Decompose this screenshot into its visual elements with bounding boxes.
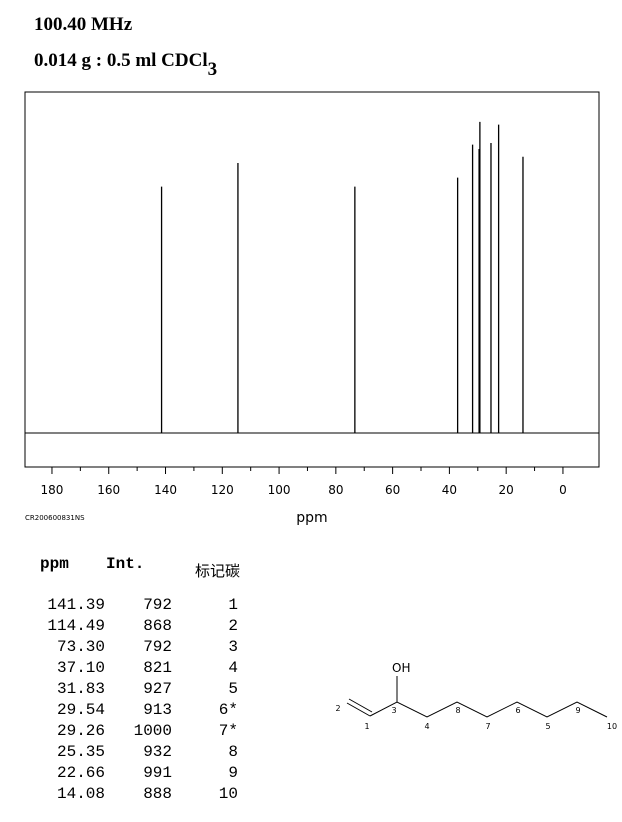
bond	[348, 698, 373, 713]
table-cell: 73.30	[57, 638, 105, 656]
column-header: 标记碳	[195, 562, 240, 580]
x-tick-label: 160	[97, 483, 120, 497]
table-cell: 31.83	[57, 680, 105, 698]
table-cell: 991	[143, 764, 172, 782]
chain	[369, 701, 608, 718]
oh-label: OH	[392, 661, 410, 675]
atom-label: 5	[545, 722, 550, 731]
x-tick-label: 20	[499, 483, 514, 497]
table-cell: 4	[228, 659, 238, 677]
x-axis-label: ppm	[296, 510, 327, 526]
table-cell: 927	[143, 680, 172, 698]
spectrum-code: CR200600831NS	[25, 514, 85, 522]
atom-label: 8	[455, 706, 460, 715]
table-cell: 1	[228, 596, 238, 614]
table-cell: 114.49	[47, 617, 105, 635]
table-cell: 1000	[134, 722, 172, 740]
atom-label: 6	[515, 706, 520, 715]
table-cell: 888	[143, 785, 172, 803]
table-cell: 37.10	[57, 659, 105, 677]
table-cell: 932	[143, 743, 172, 761]
atom-label: 10	[607, 722, 617, 731]
x-tick-label: 60	[385, 483, 400, 497]
sample: 0.014 g : 0.5 ml CDCl3	[34, 50, 217, 80]
atom-label: 2	[335, 704, 340, 713]
x-tick-label: 0	[559, 483, 567, 497]
table-cell: 2	[228, 617, 238, 635]
atom-label: 9	[575, 706, 580, 715]
table-cell: 7*	[219, 722, 238, 740]
table-cell: 868	[143, 617, 172, 635]
x-tick-label: 140	[154, 483, 177, 497]
table-cell: 913	[143, 701, 172, 719]
x-tick-label: 80	[328, 483, 343, 497]
atom-label: 7	[485, 722, 490, 731]
table-cell: 792	[143, 638, 172, 656]
x-tick-label: 120	[211, 483, 234, 497]
table-cell: 29.54	[57, 701, 105, 719]
molecule	[346, 676, 608, 718]
sample-text: 0.014 g : 0.5 ml CDCl	[34, 50, 208, 71]
table-cell: 22.66	[57, 764, 105, 782]
table-cell: 8	[228, 743, 238, 761]
atom-label: 1	[364, 722, 369, 731]
x-tick-label: 40	[442, 483, 457, 497]
table-cell: 9	[228, 764, 238, 782]
sample-subscript: 3	[208, 59, 218, 80]
table-cell: 141.39	[47, 596, 105, 614]
plot-frame	[24, 91, 600, 468]
table-cell: 29.26	[57, 722, 105, 740]
column-header: Int.	[106, 555, 144, 573]
column-header: ppm	[40, 555, 69, 573]
table-cell: 792	[143, 596, 172, 614]
x-tick-label: 100	[268, 483, 291, 497]
atom-label: 3	[391, 706, 396, 715]
table-cell: 10	[219, 785, 238, 803]
bond	[346, 702, 371, 717]
atom-label: 4	[424, 722, 429, 731]
table-cell: 821	[143, 659, 172, 677]
table-cell: 25.35	[57, 743, 105, 761]
table-cell: 5	[228, 680, 238, 698]
table-cell: 3	[228, 638, 238, 656]
frequency: 100.40 MHz	[34, 14, 133, 35]
table-cell: 6*	[219, 701, 238, 719]
x-tick-label: 180	[41, 483, 64, 497]
table-cell: 14.08	[57, 785, 105, 803]
